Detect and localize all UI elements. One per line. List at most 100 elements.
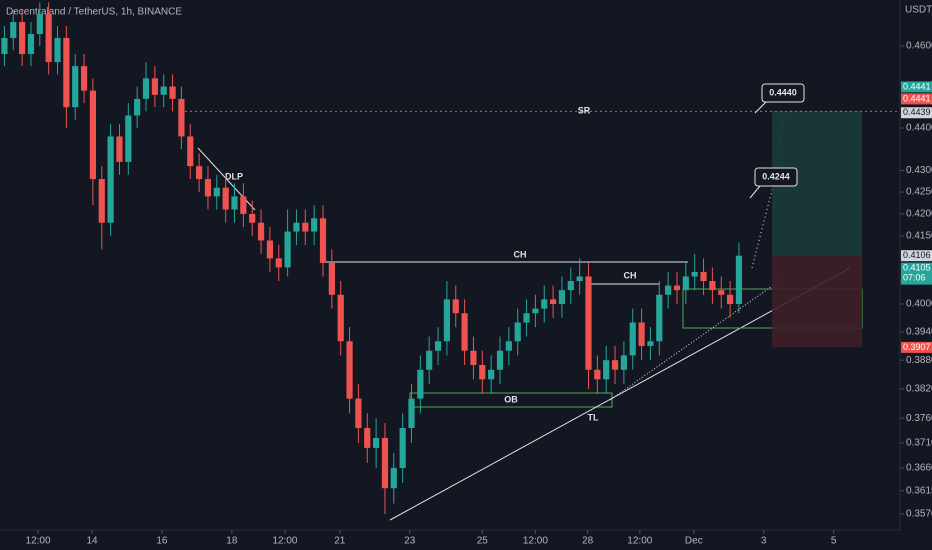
price-tag <box>901 341 932 353</box>
candle-body <box>541 299 548 309</box>
candle-body <box>160 86 167 95</box>
candle-body <box>222 187 229 210</box>
candle-body <box>656 294 663 342</box>
candle-body <box>496 350 504 370</box>
candle-body <box>45 14 52 63</box>
candle-body <box>620 355 627 370</box>
candle-body <box>585 276 592 370</box>
callout-pointer <box>749 185 761 199</box>
candle-body <box>63 37 70 108</box>
candle-body <box>302 222 309 232</box>
candle-body <box>726 294 734 304</box>
candle-body <box>567 281 574 291</box>
sr-label: SR <box>578 106 591 116</box>
candle-body <box>178 98 185 137</box>
x-tick-label: 25 <box>477 536 489 547</box>
candle-body <box>417 369 424 399</box>
candle-body <box>426 350 433 370</box>
x-tick-label: 16 <box>156 536 168 547</box>
candle-body <box>523 313 530 323</box>
candle-body <box>673 285 681 291</box>
drawings: DLP CH CH OB TL <box>197 110 863 521</box>
candle-body <box>603 360 610 380</box>
candle-body <box>443 299 450 342</box>
candle-body <box>594 369 601 380</box>
price-tag-label: 0.3907 <box>903 342 931 352</box>
price-tag <box>901 93 932 105</box>
candle-body <box>408 398 415 429</box>
candle-body <box>151 78 158 95</box>
candle-body <box>54 37 61 63</box>
price-callout <box>754 167 798 187</box>
candle-body <box>89 90 97 180</box>
candle-body <box>27 33 35 55</box>
price-tag <box>901 81 932 93</box>
chart-title: Decentraland / TetherUS, 1h, BINANCE <box>6 7 182 18</box>
price-tag-label: 0.4439 <box>903 107 931 117</box>
candle-body <box>479 364 486 380</box>
candle-body <box>735 255 743 304</box>
candle-body <box>558 290 566 304</box>
ch-label: CH <box>514 249 527 259</box>
price-callout <box>761 83 805 103</box>
candle-body <box>36 14 43 34</box>
candle-body <box>187 136 194 167</box>
candle-body <box>240 196 247 214</box>
candle-body <box>231 196 238 210</box>
candle-body <box>72 66 79 108</box>
candle-body <box>213 187 220 197</box>
dlp-label: DLP <box>225 171 243 181</box>
ch-label: CH <box>624 270 637 280</box>
candle-body <box>709 281 716 291</box>
x-tick-label: 12:00 <box>26 536 51 547</box>
price-tag <box>901 262 932 285</box>
x-tick-label: 14 <box>86 536 98 547</box>
candle-body <box>293 222 300 232</box>
candle-body <box>204 179 212 197</box>
candle-body <box>514 322 521 342</box>
candle-body <box>328 262 335 295</box>
x-tick-label: 12:00 <box>627 536 652 547</box>
x-tick-label: Dec <box>685 536 703 547</box>
candle-body <box>611 360 619 370</box>
ob-label: OB <box>504 394 518 404</box>
x-tick-label: 18 <box>226 536 238 547</box>
candle-body <box>452 299 459 314</box>
countdown: 07:06 <box>903 273 926 283</box>
candle-body <box>691 271 698 277</box>
candle-body <box>364 428 371 448</box>
candle-body <box>665 285 672 295</box>
candle-body <box>257 222 265 241</box>
candle-body <box>134 98 141 116</box>
x-tick-label: 5 <box>831 536 837 547</box>
callout-pointer <box>754 101 767 114</box>
candle-body <box>98 179 105 223</box>
candle-body <box>266 240 274 259</box>
candle-body <box>682 276 689 291</box>
candle-body <box>532 308 539 314</box>
candle-body <box>638 322 645 346</box>
price-tag-label: 0.4106 <box>903 250 931 260</box>
candle-body <box>125 115 132 162</box>
candle-body <box>19 22 26 55</box>
candle-body <box>284 231 291 268</box>
stop-zone <box>772 256 862 348</box>
candle-body <box>355 398 362 429</box>
candle-body <box>10 22 17 38</box>
currency: USDT <box>905 5 932 16</box>
price-callout-label: 0.4440 <box>769 87 797 97</box>
price-callout-label: 0.4244 <box>762 171 790 181</box>
x-tick-label: 28 <box>582 536 594 547</box>
